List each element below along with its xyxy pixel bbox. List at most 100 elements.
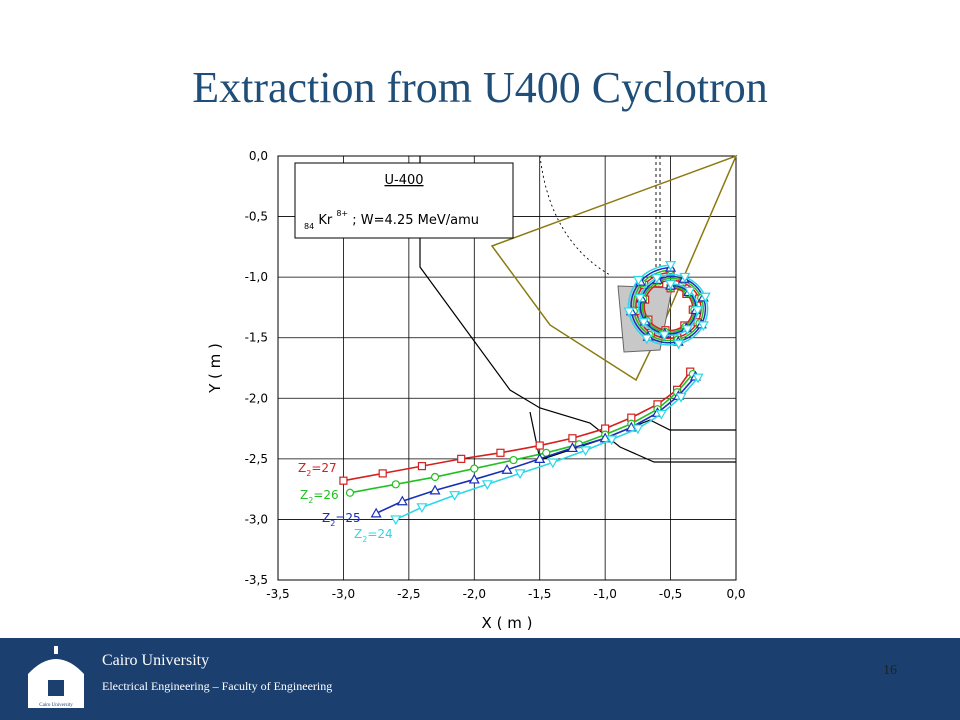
data-point-marker (634, 293, 646, 304)
series-label-value: =26 (313, 488, 338, 502)
data-point-marker (566, 442, 578, 453)
legend-element: Kr (318, 213, 333, 228)
data-point-marker (568, 434, 577, 443)
data-point-marker (370, 507, 382, 518)
data-point-marker (632, 424, 644, 435)
series-label: Z2=25 (322, 511, 361, 528)
data-point-marker (429, 484, 441, 495)
legend-entry: 84 Kr 8+ ; W=4.25 MeV/amu (304, 205, 479, 233)
data-point-marker (665, 261, 677, 271)
data-point-marker (339, 476, 348, 485)
x-tick-label: -3,5 (266, 587, 289, 601)
data-point-marker (655, 409, 667, 420)
data-point-marker (665, 280, 677, 290)
data-point-marker (641, 334, 653, 345)
plot-frame (277, 155, 737, 581)
y-tick-label: -3,5 (245, 573, 268, 587)
university-logo: Cairo University (28, 646, 84, 708)
data-point-marker (684, 286, 696, 297)
chart-grid (277, 155, 737, 581)
y-axis-label: Y ( m ) (206, 343, 224, 394)
data-point-marker (534, 453, 546, 463)
series-Z=24 (390, 261, 711, 526)
data-point-marker (658, 331, 670, 341)
series-label: Z2=26 (300, 488, 339, 505)
data-point-marker (535, 441, 544, 450)
x-tick-labels: -3,5 -3,0 -2,5 -2,0 -1,5 -1,0 -0,5 0,0 (266, 587, 745, 601)
data-point-marker (692, 373, 704, 384)
data-point-marker (509, 455, 518, 465)
y-tick-label: -2,5 (245, 452, 268, 466)
legend-box (294, 162, 514, 239)
legend-title: U-400 (384, 173, 423, 188)
series-label-value: =25 (335, 511, 360, 525)
series-label-subscript: 2 (330, 519, 335, 528)
series-label-subscript: 2 (362, 535, 367, 544)
data-point-marker (481, 480, 493, 491)
data-point-marker (679, 272, 691, 283)
x-tick-label: -2,0 (463, 587, 486, 601)
series-label-value: =27 (311, 461, 336, 475)
x-tick-label: 0,0 (726, 587, 745, 601)
page-number: 16 (883, 663, 897, 678)
series-line (395, 377, 699, 521)
department-name: Electrical Engineering – Faculty of Engi… (102, 679, 333, 693)
series-label-value: =24 (367, 527, 392, 541)
data-point-marker (417, 462, 427, 471)
university-name: Cairo University (102, 652, 210, 669)
data-point-marker (547, 458, 559, 469)
series-line (349, 373, 694, 494)
x-tick-label: -0,5 (659, 587, 682, 601)
series-Z=27 (339, 268, 704, 485)
data-point-marker (391, 480, 400, 489)
data-point-marker (514, 469, 526, 480)
legend-mass-number: 84 (304, 222, 314, 231)
data-point-marker (496, 448, 505, 457)
data-point-marker (470, 464, 479, 473)
logo-caption: Cairo University (39, 703, 73, 708)
y-tick-label: -0,5 (245, 210, 268, 224)
series-label-subscript: 2 (306, 469, 311, 478)
data-point-marker (651, 273, 663, 284)
y-tick-label: -3,0 (245, 512, 268, 526)
data-point-marker (681, 325, 693, 336)
legend-charge: 8+ (336, 209, 348, 218)
y-tick-label: -2,0 (245, 391, 268, 405)
data-point-marker (430, 472, 440, 482)
data-point-marker (345, 488, 355, 497)
series-label-symbol: Z (300, 488, 308, 502)
data-point-marker (390, 515, 402, 526)
y-tick-label: 0,0 (249, 149, 268, 163)
x-tick-label: -2,5 (397, 587, 420, 601)
series-label-symbol: Z (298, 461, 306, 475)
x-tick-label: -1,0 (593, 587, 616, 601)
orbit-spiral (627, 264, 709, 346)
deflector-outline (490, 154, 738, 382)
data-point-marker (673, 339, 685, 350)
x-tick-label: -3,0 (332, 587, 355, 601)
x-axis-label: X ( m ) (482, 614, 533, 632)
slide-title: Extraction from U400 Cyclotron (192, 63, 768, 112)
data-point-marker (606, 435, 618, 446)
orbit-spiral (630, 266, 707, 344)
series-label-subscript: 2 (308, 496, 313, 505)
footer-bar: Cairo University Cairo University Electr… (0, 638, 960, 720)
data-point-marker (692, 306, 704, 316)
series-label-symbol: Z (322, 511, 330, 525)
legend-energy: ; W=4.25 MeV/amu (352, 213, 479, 228)
orbit-spiral (632, 269, 704, 342)
data-point-marker (416, 503, 428, 514)
trajectory-chart: U-400 84 Kr 8+ ; W=4.25 MeV/amu -3,5 -3,0… (206, 149, 746, 632)
data-point-marker (697, 321, 709, 332)
data-point-marker (638, 318, 650, 328)
data-point-marker (623, 307, 635, 318)
data-point-marker (468, 473, 480, 484)
series-label: Z2=24 (354, 527, 393, 544)
y-tick-label: -1,5 (245, 331, 268, 345)
data-point-marker (632, 275, 645, 286)
y-tick-label: -1,0 (245, 270, 268, 284)
data-point-marker (457, 454, 466, 463)
data-point-marker (449, 491, 461, 501)
data-point-marker (501, 464, 513, 474)
